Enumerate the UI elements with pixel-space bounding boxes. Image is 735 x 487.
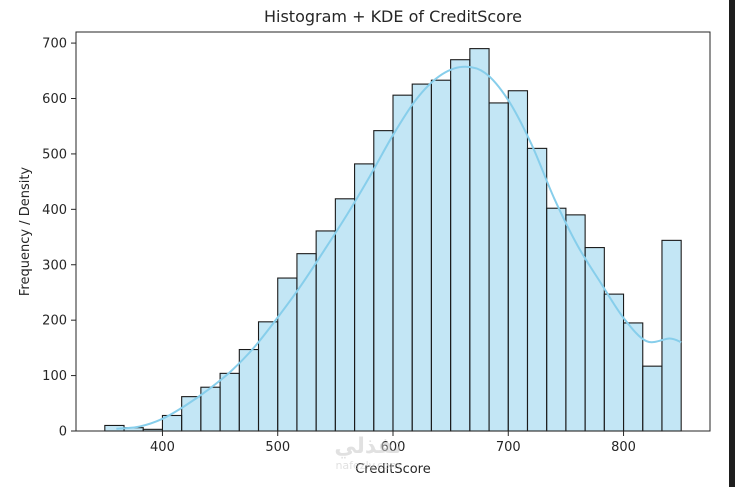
y-tick-label: 500 (42, 147, 67, 162)
x-tick-label: 500 (265, 440, 290, 455)
y-tick-label: 700 (42, 37, 67, 52)
y-axis-ticks: 0 100 200 300 400 500 600 700 (42, 37, 76, 440)
histogram-bar (546, 207, 567, 432)
histogram-bar (392, 94, 413, 432)
kde-curve (116, 65, 682, 430)
x-tick-label: 600 (381, 440, 406, 455)
histogram-bar (315, 230, 336, 432)
histogram-bar (296, 253, 317, 432)
y-tick-label: 400 (42, 203, 67, 218)
watermark-text: نفذلي (334, 434, 402, 459)
histogram-bar (450, 59, 471, 432)
histogram-bar (334, 198, 356, 432)
histogram-bar (526, 147, 548, 432)
y-tick-label: 100 (42, 369, 67, 384)
y-axis-label: Frequency / Density (18, 167, 33, 297)
histogram-bar (354, 163, 375, 432)
histogram-bar (277, 277, 298, 432)
histogram-bar (565, 214, 586, 432)
histogram-bars (104, 48, 682, 432)
histogram-bar (430, 79, 452, 432)
y-tick-label: 200 (42, 314, 67, 329)
histogram-bar (469, 48, 490, 432)
kde-curve-group (116, 65, 682, 430)
histogram-bar (642, 365, 663, 432)
chart-title: Histogram + KDE of CreditScore (264, 7, 522, 26)
watermark-logo: نفذلي nafezly.com (318, 434, 418, 472)
x-tick-label: 400 (150, 440, 175, 455)
y-tick-label: 0 (59, 425, 67, 440)
histogram-bar (238, 348, 260, 432)
histogram-bar (411, 83, 432, 432)
histogram-bar (219, 372, 240, 432)
histogram-bar (622, 322, 644, 432)
x-axis-ticks: 400 500 600 700 800 (150, 431, 636, 455)
y-tick-label: 300 (42, 258, 67, 273)
x-tick-label: 700 (496, 440, 521, 455)
histogram-bar (373, 130, 394, 432)
histogram-bar (661, 239, 682, 432)
y-tick-label: 600 (42, 92, 67, 107)
histogram-bar (488, 102, 509, 432)
watermark-subtext: nafezly.com (335, 459, 401, 472)
x-axis-label: CreditScore (355, 462, 431, 477)
x-tick-label: 800 (611, 440, 636, 455)
histogram-bar (507, 90, 529, 432)
axes-frame (75, 31, 711, 432)
